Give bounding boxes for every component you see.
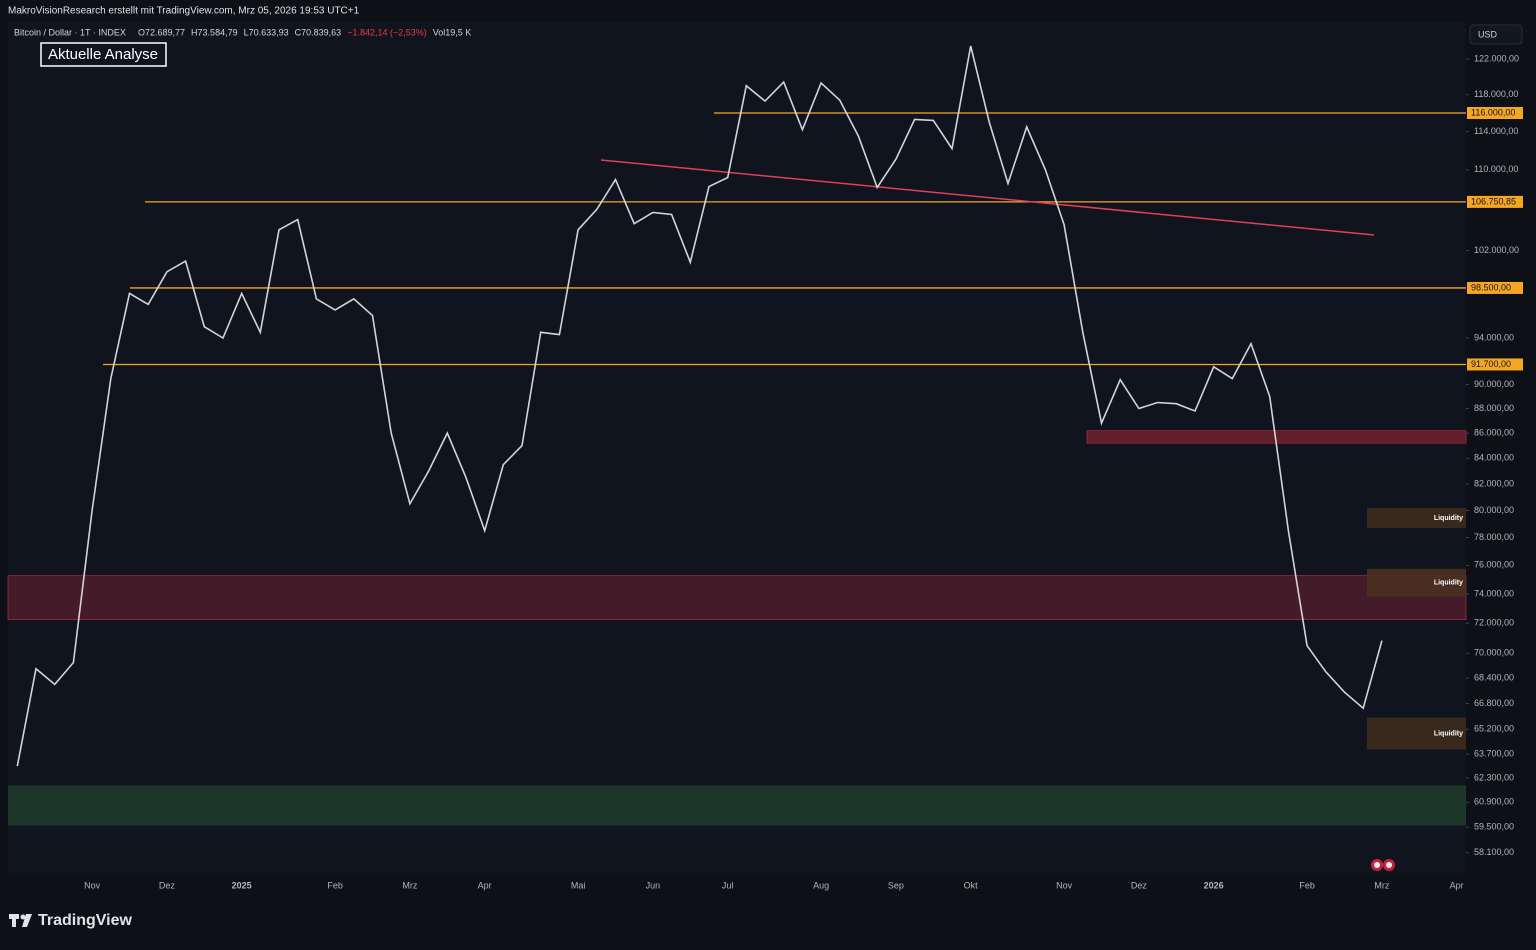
y-tick-label: 114.000,00 — [1474, 126, 1518, 136]
symbol: Bitcoin / Dollar · 1T · INDEX — [14, 27, 126, 37]
y-tick-label: 110.000,00 — [1474, 164, 1518, 174]
x-tick-label: Dez — [159, 880, 176, 890]
x-tick-label: Nov — [84, 880, 101, 890]
zone — [8, 785, 1466, 826]
y-tick-label: 62.300,00 — [1474, 772, 1514, 782]
x-tick-label: 2025 — [232, 880, 252, 890]
x-tick-label: Nov — [1056, 880, 1073, 890]
x-tick-label: Mai — [571, 880, 586, 890]
y-tick-label: 78.000,00 — [1474, 532, 1514, 542]
y-tick-label: 76.000,00 — [1474, 560, 1514, 570]
level-tag — [1467, 195, 1523, 208]
zone — [1367, 568, 1466, 597]
zone-label: Liquidity — [1434, 515, 1463, 522]
currency-button[interactable] — [1469, 24, 1523, 45]
ohlc-value: O72.689,77 — [138, 27, 185, 37]
ohlc-value: H73.584,79 — [191, 27, 238, 37]
level-label: 116.000,00 — [1471, 107, 1515, 117]
plot-area — [8, 22, 1466, 875]
level-tag — [1467, 358, 1523, 371]
y-tick-label: 60.900,00 — [1474, 797, 1514, 807]
zone — [1367, 717, 1466, 750]
annotation-box — [40, 42, 167, 67]
x-tick-label: Jul — [722, 880, 734, 890]
annotation: Aktuelle Analyse — [48, 46, 158, 63]
y-tick-label: 102.000,00 — [1474, 245, 1519, 255]
level-label: 91.700,00 — [1471, 359, 1511, 369]
y-tick-label: 70.000,00 — [1474, 648, 1514, 658]
y-tick-label: 63.700,00 — [1474, 749, 1514, 759]
y-tick-label: 58.100,00 — [1474, 847, 1514, 857]
ohlc-value: −1.842,14 (−2,53%) — [347, 27, 427, 37]
header: MakroVisionResearch erstellt mit Trading… — [8, 6, 360, 17]
x-tick-label: Jun — [646, 880, 661, 890]
y-tick-label: 59.500,00 — [1474, 822, 1514, 832]
level-tag — [1467, 281, 1523, 294]
zone — [1367, 507, 1466, 529]
y-tick-label: 84.000,00 — [1474, 453, 1514, 463]
x-tick-label: Feb — [1299, 880, 1315, 890]
price-line — [16, 45, 1383, 767]
ohlc-value: Vol19,5 K — [433, 27, 472, 37]
level-label: 106.750,85 — [1471, 196, 1516, 206]
x-tick-label: Mrz — [1374, 880, 1389, 890]
zone-label: Liquidity — [1434, 580, 1463, 587]
y-tick-label: 94.000,00 — [1474, 332, 1514, 342]
y-tick-label: 80.000,00 — [1474, 505, 1514, 515]
logo — [9, 914, 32, 927]
x-tick-label: Okt — [964, 880, 979, 890]
x-tick-label: 2026 — [1204, 880, 1224, 890]
y-tick-label: 82.000,00 — [1474, 478, 1514, 488]
y-tick-label: 72.000,00 — [1474, 618, 1514, 628]
x-tick-label: Apr — [1450, 880, 1464, 890]
y-tick-label: 90.000,00 — [1474, 379, 1514, 389]
level-tag — [1467, 107, 1523, 120]
footer-brand: TradingView — [38, 912, 133, 929]
x-tick-label: Apr — [478, 880, 492, 890]
level-label: 98.500,00 — [1471, 282, 1511, 292]
x-tick-label: Sep — [888, 880, 904, 890]
zone-label: Liquidity — [1434, 730, 1463, 737]
y-tick-label: 65.200,00 — [1474, 724, 1514, 734]
x-tick-label: Dez — [1131, 880, 1148, 890]
currency[interactable]: USD — [1478, 29, 1498, 39]
y-tick-label: 88.000,00 — [1474, 403, 1514, 413]
x-tick-label: Aug — [813, 880, 829, 890]
y-tick-label: 68.400,00 — [1474, 672, 1514, 682]
zone — [7, 575, 1467, 620]
y-tick-label: 86.000,00 — [1474, 428, 1514, 438]
x-tick-label: Feb — [327, 880, 343, 890]
x-tick-label: Mrz — [402, 880, 417, 890]
y-tick-label: 122.000,00 — [1474, 53, 1519, 63]
trend-line — [600, 159, 1375, 236]
ohlc-value: C70.839,63 — [295, 27, 342, 37]
y-tick-label: 74.000,00 — [1474, 588, 1514, 598]
y-tick-label: 66.800,00 — [1474, 698, 1514, 708]
ohlc-value: L70.633,93 — [244, 27, 289, 37]
y-tick-label: 118.000,00 — [1474, 89, 1518, 99]
flag-icon — [1371, 859, 1395, 871]
